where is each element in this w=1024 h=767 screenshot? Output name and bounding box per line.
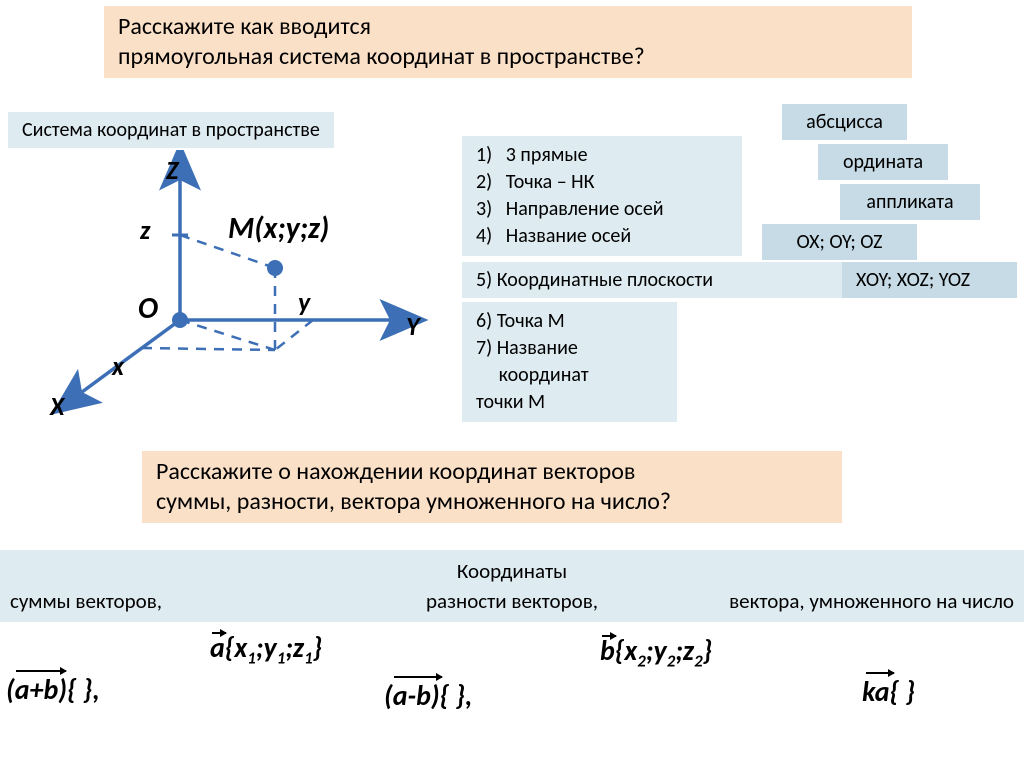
bottom-title: Координаты (10, 558, 1014, 584)
point-M-label: M(x;y;z) (228, 210, 329, 247)
list-steps-1: 1) 3 прямые 2) Точка – НК 3) Направление… (462, 136, 742, 256)
l2-1: 6) Точка М (476, 309, 565, 333)
vec-arrow-b (602, 635, 616, 637)
vec-arrow-diff (394, 676, 442, 678)
label-applicate: аппликата (840, 184, 980, 220)
list-steps-2: 6) Точка М 7) Название координат точки М (462, 302, 677, 422)
formula-scal: ka{ } (862, 674, 915, 709)
q1-line1: Расскажите как вводится (118, 12, 371, 41)
l2-3: координат (499, 363, 589, 387)
q2-line2: суммы, разности, вектора умноженного на … (156, 487, 671, 516)
vec-arrow-sum (16, 670, 66, 672)
axis-Y: Y (406, 310, 420, 342)
axis-Z: Z (166, 154, 178, 186)
question-1: Расскажите как вводится прямоугольная си… (104, 6, 912, 78)
coord-3d-diagram (10, 150, 450, 450)
vec-arrow-a (212, 632, 226, 634)
col1: суммы векторов, (10, 588, 345, 614)
li2: Точка – НК (506, 170, 595, 194)
q2-line1: Расскажите о нахождении координат вектор… (156, 457, 635, 486)
bottom-titles: Координаты суммы векторов, разности вект… (0, 550, 1024, 622)
axis-z-small: z (140, 214, 150, 246)
item5-label: 5) Координатные плоскости (462, 262, 842, 298)
axis-x-small: x (112, 350, 124, 382)
li1: 3 прямые (506, 143, 588, 167)
axis-y-small: y (298, 286, 310, 318)
label-ordinate: ордината (818, 144, 948, 180)
formula-diff: (a-b){ }, (384, 678, 472, 713)
li3: Направление осей (506, 197, 664, 221)
subtitle: Система координат в пространстве (8, 112, 334, 148)
formula-sum: (a+b){ }, (6, 672, 100, 707)
col3: вектора, умноженного на число (679, 588, 1014, 614)
l2-4: точки М (476, 390, 545, 414)
col2: разности векторов, (345, 588, 680, 614)
label-axes: OX; OY; OZ (762, 224, 917, 260)
vec-arrow-ka (866, 672, 894, 674)
axis-X: X (50, 390, 64, 422)
label-abscissa: абсцисса (782, 104, 907, 140)
item5-value: XOY; XOZ; YOZ (842, 262, 1017, 298)
l2-2: 7) Название (476, 336, 578, 360)
q1-line2: прямоугольная система координат в простр… (118, 42, 645, 71)
li4: Название осей (506, 224, 631, 248)
question-2: Расскажите о нахождении координат вектор… (142, 451, 842, 523)
origin-O: O (138, 290, 158, 327)
